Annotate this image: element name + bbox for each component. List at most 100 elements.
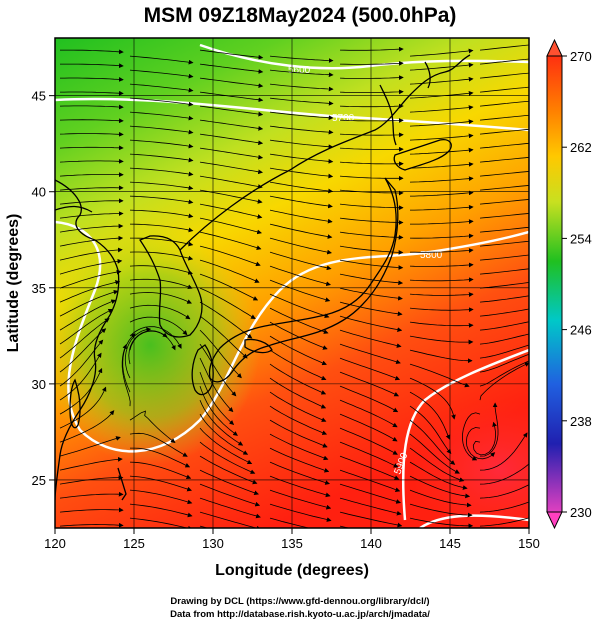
streamline [409,262,474,268]
streamline [199,455,258,485]
streamline [339,146,404,152]
streamline [129,69,194,79]
streamline [409,475,471,499]
streamline [409,489,472,508]
streamline [339,46,404,52]
streamline [339,497,402,516]
streamline [59,491,124,499]
streamline [269,139,334,150]
luzon-strait-islands [117,467,127,501]
streamline [59,456,123,471]
streamline [479,501,529,513]
colorbar-tick-label: 270 [570,49,592,64]
honshu-coastline [208,177,399,383]
streamline [339,469,401,492]
colorbar-tick-label: 254 [570,231,592,246]
streamline [269,195,333,209]
streamline [59,269,122,289]
contour-label: 5600 [288,65,311,76]
streamline [129,292,192,304]
streamline [199,315,248,359]
streamline [409,503,473,518]
streamline [269,405,328,435]
streamline [479,432,528,471]
streamline [129,489,193,505]
streamline [339,103,404,109]
streamline [59,118,124,124]
sakhalin-coastline [379,84,397,146]
streamline [199,231,262,250]
streamline [59,223,124,233]
streamline [129,475,192,492]
streamline [199,413,249,455]
x-tick-label: 125 [123,536,145,551]
streamline [59,299,117,331]
streamline [409,349,473,364]
streamline [269,349,327,381]
streamline [129,316,188,336]
streamline [409,405,452,455]
streamline [129,83,194,93]
colorbar-tick-label: 230 [570,505,592,520]
streamline [199,49,264,60]
streamline [121,343,131,407]
streamline [409,419,456,465]
streamline [269,307,329,334]
colorbar-gradient [546,55,563,513]
streamline [409,147,474,155]
streamline [59,104,124,110]
streamline [410,190,474,197]
streamline [129,125,194,135]
streamline [479,360,529,387]
streamline [479,362,529,401]
streamline [199,511,262,528]
streamline [59,158,124,164]
streamline [129,223,194,233]
streamline [129,326,182,349]
streamline [479,353,529,373]
streamline [339,385,399,413]
streamline [479,171,529,177]
streamline [409,307,474,313]
streamline [461,412,481,461]
streamline [59,522,124,528]
streamline [129,265,193,275]
streamline [199,147,264,160]
x-axis-ticks: 120 125 130 135 140 145 150 [44,528,540,551]
streamline [269,321,328,350]
streamline [129,139,194,149]
streamline [199,175,263,189]
streamline [199,301,253,339]
streamline [410,219,474,225]
streamline [59,235,124,247]
streamline [199,287,256,320]
streamline [479,114,529,121]
y-axis-label: Latitude (degrees) [5,214,22,353]
streamline [479,58,529,65]
streamline [60,49,124,55]
streamline [199,245,261,267]
streamline [129,181,194,191]
streamline [479,402,499,457]
hokkaido-coastline [393,139,452,171]
x-tick-label: 140 [360,536,382,551]
streamline [60,77,124,82]
streamline [199,105,264,117]
streamline [199,441,256,474]
streamline [199,273,259,301]
streamline [409,321,474,328]
streamline [199,483,261,507]
streamline [129,209,194,219]
y-tick-label: 25 [32,473,46,488]
streamline [479,100,529,107]
streamline [339,399,398,428]
streamline [269,447,330,473]
streamline [269,55,334,63]
streamline [199,203,263,219]
x-tick-label: 120 [44,536,66,551]
streamline [130,447,191,468]
streamline [479,72,529,79]
streamline [479,254,529,261]
streamline [409,377,456,420]
